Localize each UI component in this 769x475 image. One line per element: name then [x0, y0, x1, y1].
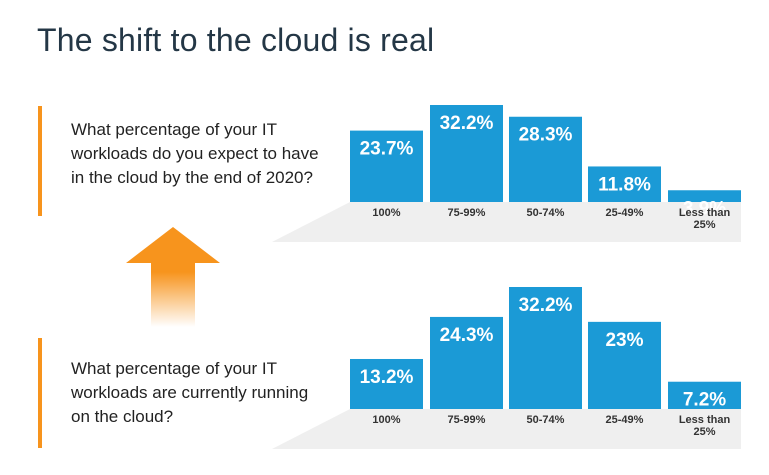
chart-current-value-label-2: 32.2%: [519, 295, 573, 316]
chart-current-category-label-0: 100%: [372, 414, 400, 426]
chart-current-bar-3: [588, 321, 661, 409]
page-title: The shift to the cloud is real: [37, 22, 435, 58]
chart-current-category-label-3: 25-49%: [606, 414, 644, 426]
chart-current-value-label-4: 7.2%: [683, 390, 726, 411]
question-future: What percentage of your IT workloads do …: [71, 120, 319, 187]
chart-future-category-label-1: 75-99%: [448, 207, 486, 219]
chart-future-bar-3: [588, 166, 661, 202]
accent-bar-bottom: [38, 338, 42, 448]
chart-future-category-label-4: Less than 25%: [679, 207, 731, 231]
chart-future-value-label-0: 23.7%: [360, 139, 414, 160]
chart-future-value-label-2: 28.3%: [519, 125, 573, 146]
chart-future-bar-1: [430, 105, 503, 202]
chart-future-value-label-4: 3.9%: [683, 198, 726, 219]
chart-future-category-label-3: 25-49%: [606, 207, 644, 219]
chart-current-bar-0: [350, 358, 423, 409]
accent-bar-top: [38, 106, 42, 216]
chart-current-value-label-3: 23%: [605, 330, 643, 351]
chart-current-floor-shadow: [272, 409, 741, 449]
chart-current-bar-1: [430, 316, 503, 409]
chart-future-bar-4: [668, 190, 741, 202]
chart-current-value-label-1: 24.3%: [440, 325, 494, 346]
chart-current-value-label-0: 13.2%: [360, 367, 414, 388]
chart-current-bar-2: [509, 287, 582, 409]
chart-future-bar-2: [509, 116, 582, 202]
chart-future-bar-0: [350, 130, 423, 202]
chart-current-category-label-2: 50-74%: [527, 414, 565, 426]
chart-future-floor-shadow: [272, 202, 741, 242]
chart-current-bar-4: [668, 381, 741, 409]
chart-current-category-label-1: 75-99%: [448, 414, 486, 426]
up-arrow-icon: [126, 227, 220, 327]
chart-future-category-label-2: 50-74%: [527, 207, 565, 219]
chart-future-value-label-3: 11.8%: [598, 174, 651, 195]
chart-current-category-label-4: Less than 25%: [679, 414, 731, 438]
question-current: What percentage of your IT workloads are…: [71, 359, 309, 426]
chart-future-value-label-1: 32.2%: [440, 113, 494, 134]
chart-future-category-label-0: 100%: [372, 207, 400, 219]
